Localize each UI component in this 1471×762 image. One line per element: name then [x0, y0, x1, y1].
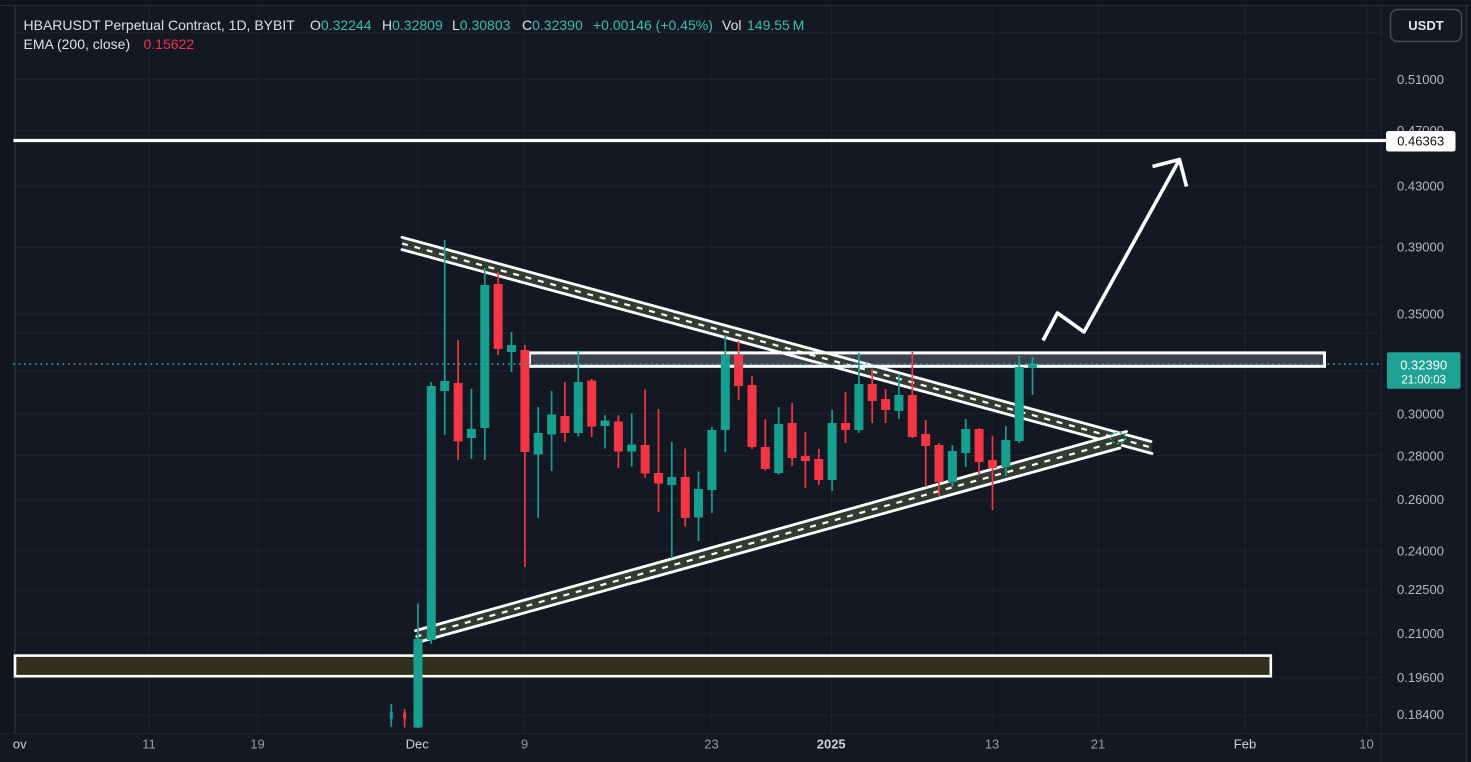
- svg-text:0.21000: 0.21000: [1397, 626, 1444, 641]
- svg-text:Dec: Dec: [406, 737, 430, 752]
- svg-text:11: 11: [142, 737, 156, 752]
- svg-text:EMA (200, close): EMA (200, close): [24, 36, 131, 52]
- svg-text:USDT: USDT: [1408, 18, 1443, 33]
- svg-text:0.24000: 0.24000: [1397, 543, 1444, 558]
- svg-text:2025: 2025: [817, 737, 846, 752]
- svg-text:C0.32390: C0.32390: [522, 17, 583, 33]
- svg-text:149.55 M: 149.55 M: [747, 17, 804, 33]
- svg-text:0.28000: 0.28000: [1397, 448, 1444, 463]
- svg-text:L0.30803: L0.30803: [452, 17, 511, 33]
- svg-text:0.39000: 0.39000: [1397, 240, 1444, 255]
- svg-text:Vol: Vol: [722, 17, 741, 33]
- svg-text:0.22500: 0.22500: [1397, 582, 1444, 597]
- svg-text:10: 10: [1359, 737, 1373, 752]
- svg-text:+0.00146 (+0.45%): +0.00146 (+0.45%): [593, 17, 713, 33]
- svg-text:0.46363: 0.46363: [1397, 134, 1444, 149]
- svg-text:0.19600: 0.19600: [1397, 670, 1444, 685]
- svg-text:0.32390: 0.32390: [1400, 357, 1447, 372]
- svg-text:0.18400: 0.18400: [1397, 707, 1444, 722]
- svg-text:0.43000: 0.43000: [1397, 179, 1444, 194]
- svg-text:23: 23: [704, 737, 718, 752]
- svg-text:0.35000: 0.35000: [1397, 307, 1444, 322]
- svg-text:0.30000: 0.30000: [1397, 407, 1444, 422]
- svg-text:ov: ov: [13, 737, 27, 752]
- svg-text:H0.32809: H0.32809: [382, 17, 443, 33]
- svg-text:21: 21: [1091, 737, 1105, 752]
- svg-text:13: 13: [985, 737, 999, 752]
- svg-text:19: 19: [250, 737, 264, 752]
- svg-text:0.51000: 0.51000: [1397, 72, 1444, 87]
- svg-text:0.26000: 0.26000: [1397, 492, 1444, 507]
- svg-text:9: 9: [521, 737, 528, 752]
- svg-text:21:00:03: 21:00:03: [1401, 375, 1446, 387]
- svg-text:0.15622: 0.15622: [144, 36, 195, 52]
- svg-text:Feb: Feb: [1234, 737, 1256, 752]
- svg-text:O0.32244: O0.32244: [310, 17, 372, 33]
- svg-text:HBARUSDT Perpetual Contract, 1: HBARUSDT Perpetual Contract, 1D, BYBIT: [24, 17, 296, 33]
